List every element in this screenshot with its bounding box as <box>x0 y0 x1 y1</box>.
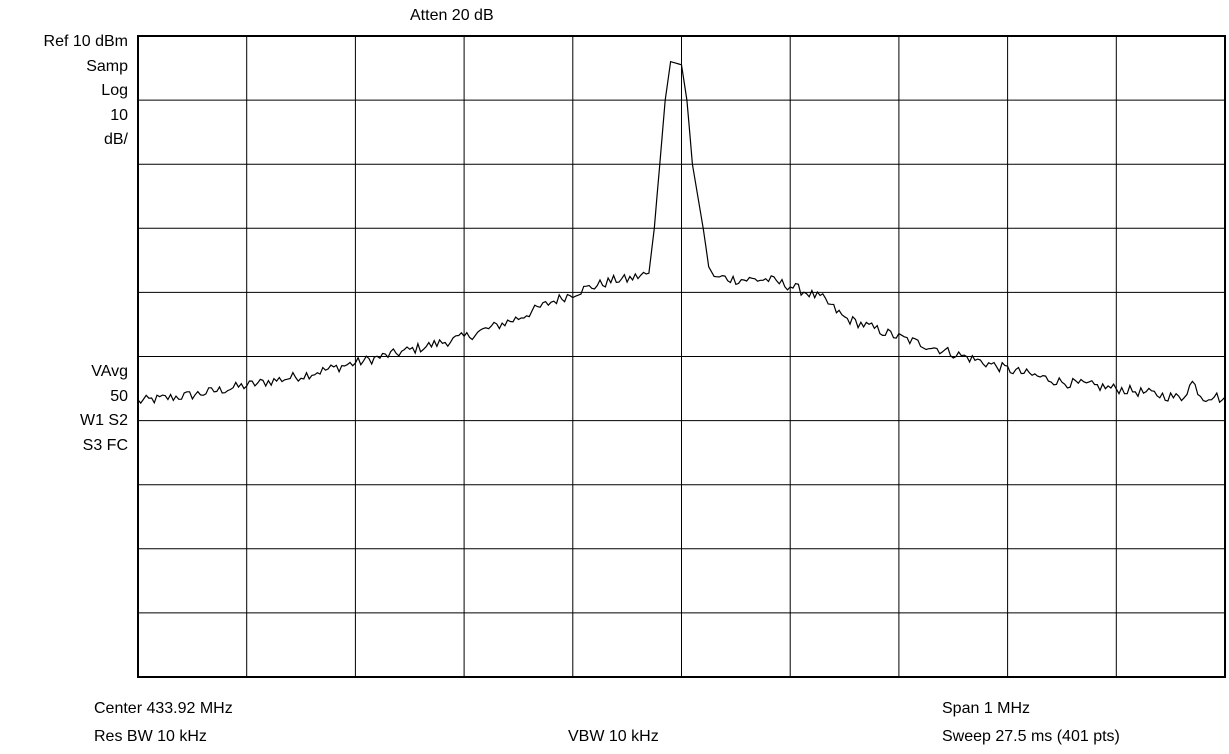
trace-flags-label: W1 S2 <box>79 412 128 429</box>
graticule-frame <box>137 35 1226 678</box>
average-count-label: 50 <box>110 388 128 405</box>
video-bandwidth-label: VBW 10 kHz <box>568 728 659 745</box>
resolution-bandwidth-label: Res BW 10 kHz <box>94 728 207 745</box>
scale-unit-label: dB/ <box>103 131 128 148</box>
trace-flags-label-2: S3 FC <box>82 437 128 454</box>
sweep-label: Sweep 27.5 ms (401 pts) <box>942 728 1120 745</box>
scale-type-label: Log <box>101 82 128 99</box>
span-label: Span 1 MHz <box>942 700 1031 717</box>
detector-label: Samp <box>86 58 128 75</box>
reference-level-label: Ref 10 dBm <box>43 33 128 50</box>
attenuation-label: Atten 20 dB <box>410 7 494 24</box>
spectrum-trace <box>137 60 1226 405</box>
graticule <box>138 36 1225 677</box>
center-frequency-label: Center 433.92 MHz <box>94 700 233 717</box>
average-mode-label: VAvg <box>91 363 128 380</box>
scale-value-label: 10 <box>110 107 128 124</box>
